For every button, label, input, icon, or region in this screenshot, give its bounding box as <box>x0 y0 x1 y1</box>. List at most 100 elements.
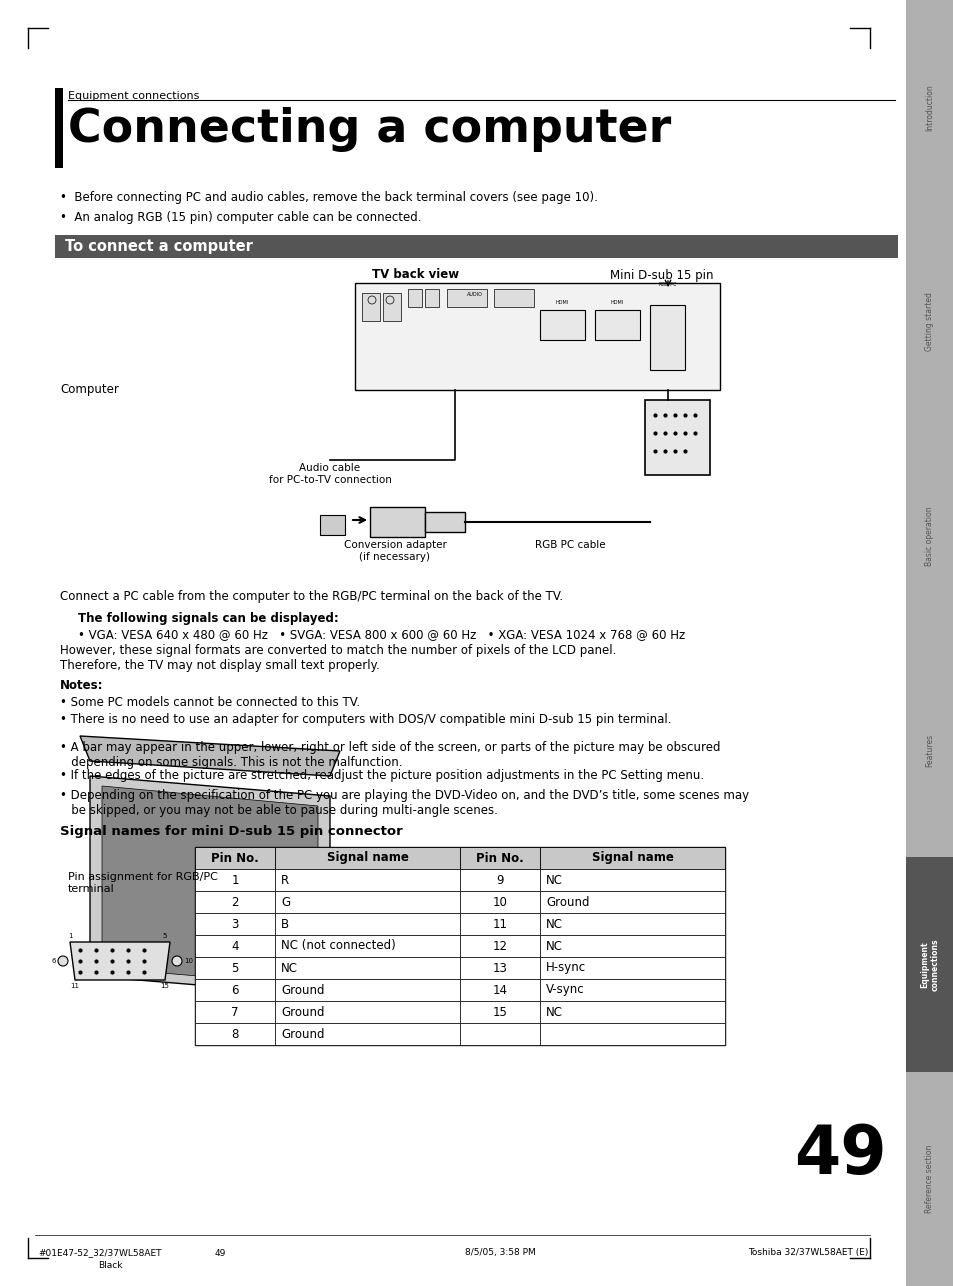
Polygon shape <box>90 775 330 995</box>
Text: • Some PC models cannot be connected to this TV.: • Some PC models cannot be connected to … <box>60 696 359 709</box>
Bar <box>424 512 464 532</box>
Text: Signal names for mini D-sub 15 pin connector: Signal names for mini D-sub 15 pin conne… <box>60 826 402 838</box>
Bar <box>459 979 539 1001</box>
Bar <box>319 514 345 535</box>
Text: To connect a computer: To connect a computer <box>65 239 253 255</box>
Bar <box>905 428 953 643</box>
Bar <box>459 891 539 913</box>
Text: RGB/PC: RGB/PC <box>659 282 677 287</box>
Text: Pin No.: Pin No. <box>476 851 523 864</box>
Text: V-sync: V-sync <box>545 984 584 997</box>
Text: NC: NC <box>545 917 562 931</box>
Text: Pin No.: Pin No. <box>211 851 258 864</box>
Polygon shape <box>70 943 170 980</box>
Bar <box>274 935 459 957</box>
Bar <box>55 235 897 258</box>
Text: 11: 11 <box>71 983 79 989</box>
Bar <box>539 979 724 1001</box>
Polygon shape <box>80 736 339 775</box>
Text: 15: 15 <box>492 1006 507 1019</box>
Text: Conversion adapter
(if necessary): Conversion adapter (if necessary) <box>343 540 446 562</box>
Circle shape <box>386 296 394 303</box>
Bar <box>194 847 724 1046</box>
Bar <box>539 1022 724 1046</box>
Circle shape <box>58 955 68 966</box>
Bar <box>194 869 274 891</box>
Text: 1: 1 <box>68 934 72 939</box>
Bar <box>370 507 424 538</box>
Bar <box>649 305 684 370</box>
Text: •  An analog RGB (15 pin) computer cable can be connected.: • An analog RGB (15 pin) computer cable … <box>60 211 421 225</box>
Bar <box>382 293 400 322</box>
Bar <box>274 913 459 935</box>
Bar <box>905 215 953 428</box>
Bar <box>194 1001 274 1022</box>
Bar <box>274 1001 459 1022</box>
Bar <box>595 310 639 340</box>
Text: HDMI: HDMI <box>555 301 568 306</box>
Text: RGB PC cable: RGB PC cable <box>534 540 604 550</box>
Bar <box>408 289 421 307</box>
Bar <box>424 289 438 307</box>
Text: Connecting a computer: Connecting a computer <box>68 108 671 153</box>
Bar <box>644 400 709 475</box>
Text: 14: 14 <box>492 984 507 997</box>
Text: 15: 15 <box>160 983 170 989</box>
Text: Ground: Ground <box>281 984 324 997</box>
Text: 12: 12 <box>492 940 507 953</box>
Text: However, these signal formats are converted to match the number of pixels of the: However, these signal formats are conver… <box>60 644 616 657</box>
Text: Signal name: Signal name <box>591 851 673 864</box>
Text: Reference section: Reference section <box>924 1145 934 1213</box>
Text: Audio cable
for PC-to-TV connection: Audio cable for PC-to-TV connection <box>269 463 391 485</box>
Bar <box>539 847 724 869</box>
Text: Basic operation: Basic operation <box>924 505 934 566</box>
Text: AUDIO: AUDIO <box>467 292 482 297</box>
Bar <box>905 643 953 858</box>
Text: 11: 11 <box>492 917 507 931</box>
Text: 8/5/05, 3:58 PM: 8/5/05, 3:58 PM <box>464 1249 535 1258</box>
Bar <box>355 283 720 390</box>
Text: Equipment connections: Equipment connections <box>68 91 199 102</box>
Bar <box>539 913 724 935</box>
Text: Ground: Ground <box>545 895 589 908</box>
Bar <box>539 935 724 957</box>
Text: 7: 7 <box>231 1006 238 1019</box>
Text: Introduction: Introduction <box>924 84 934 131</box>
Bar <box>274 1022 459 1046</box>
Text: NC: NC <box>545 1006 562 1019</box>
Text: NC (not connected): NC (not connected) <box>281 940 395 953</box>
Text: • There is no need to use an adapter for computers with DOS/V compatible mini D-: • There is no need to use an adapter for… <box>60 712 671 727</box>
Text: NC: NC <box>545 940 562 953</box>
Text: Signal name: Signal name <box>326 851 408 864</box>
Text: R: R <box>281 873 289 886</box>
Bar <box>539 1001 724 1022</box>
Bar <box>274 847 459 869</box>
Bar <box>194 979 274 1001</box>
Bar <box>194 957 274 979</box>
Text: The following signals can be displayed:: The following signals can be displayed: <box>78 612 338 625</box>
Text: 6: 6 <box>231 984 238 997</box>
Bar <box>194 913 274 935</box>
Bar <box>274 869 459 891</box>
Text: 6: 6 <box>51 958 56 964</box>
Text: Ground: Ground <box>281 1006 324 1019</box>
Circle shape <box>368 296 375 303</box>
Bar <box>194 935 274 957</box>
Text: 49: 49 <box>793 1121 885 1188</box>
Bar <box>361 293 379 322</box>
Text: 8: 8 <box>231 1028 238 1040</box>
Text: Ground: Ground <box>281 1028 324 1040</box>
Bar <box>905 1071 953 1286</box>
Bar <box>274 891 459 913</box>
Text: 49: 49 <box>214 1249 226 1258</box>
Text: 13: 13 <box>492 962 507 975</box>
Text: Therefore, the TV may not display small text properly.: Therefore, the TV may not display small … <box>60 658 379 673</box>
Text: • Depending on the specification of the PC you are playing the DVD-Video on, and: • Depending on the specification of the … <box>60 790 748 817</box>
Bar <box>459 913 539 935</box>
Bar <box>539 310 584 340</box>
Bar <box>459 869 539 891</box>
Text: 9: 9 <box>496 873 503 886</box>
Text: Black: Black <box>97 1260 122 1269</box>
Text: B: B <box>281 917 289 931</box>
Bar <box>539 891 724 913</box>
